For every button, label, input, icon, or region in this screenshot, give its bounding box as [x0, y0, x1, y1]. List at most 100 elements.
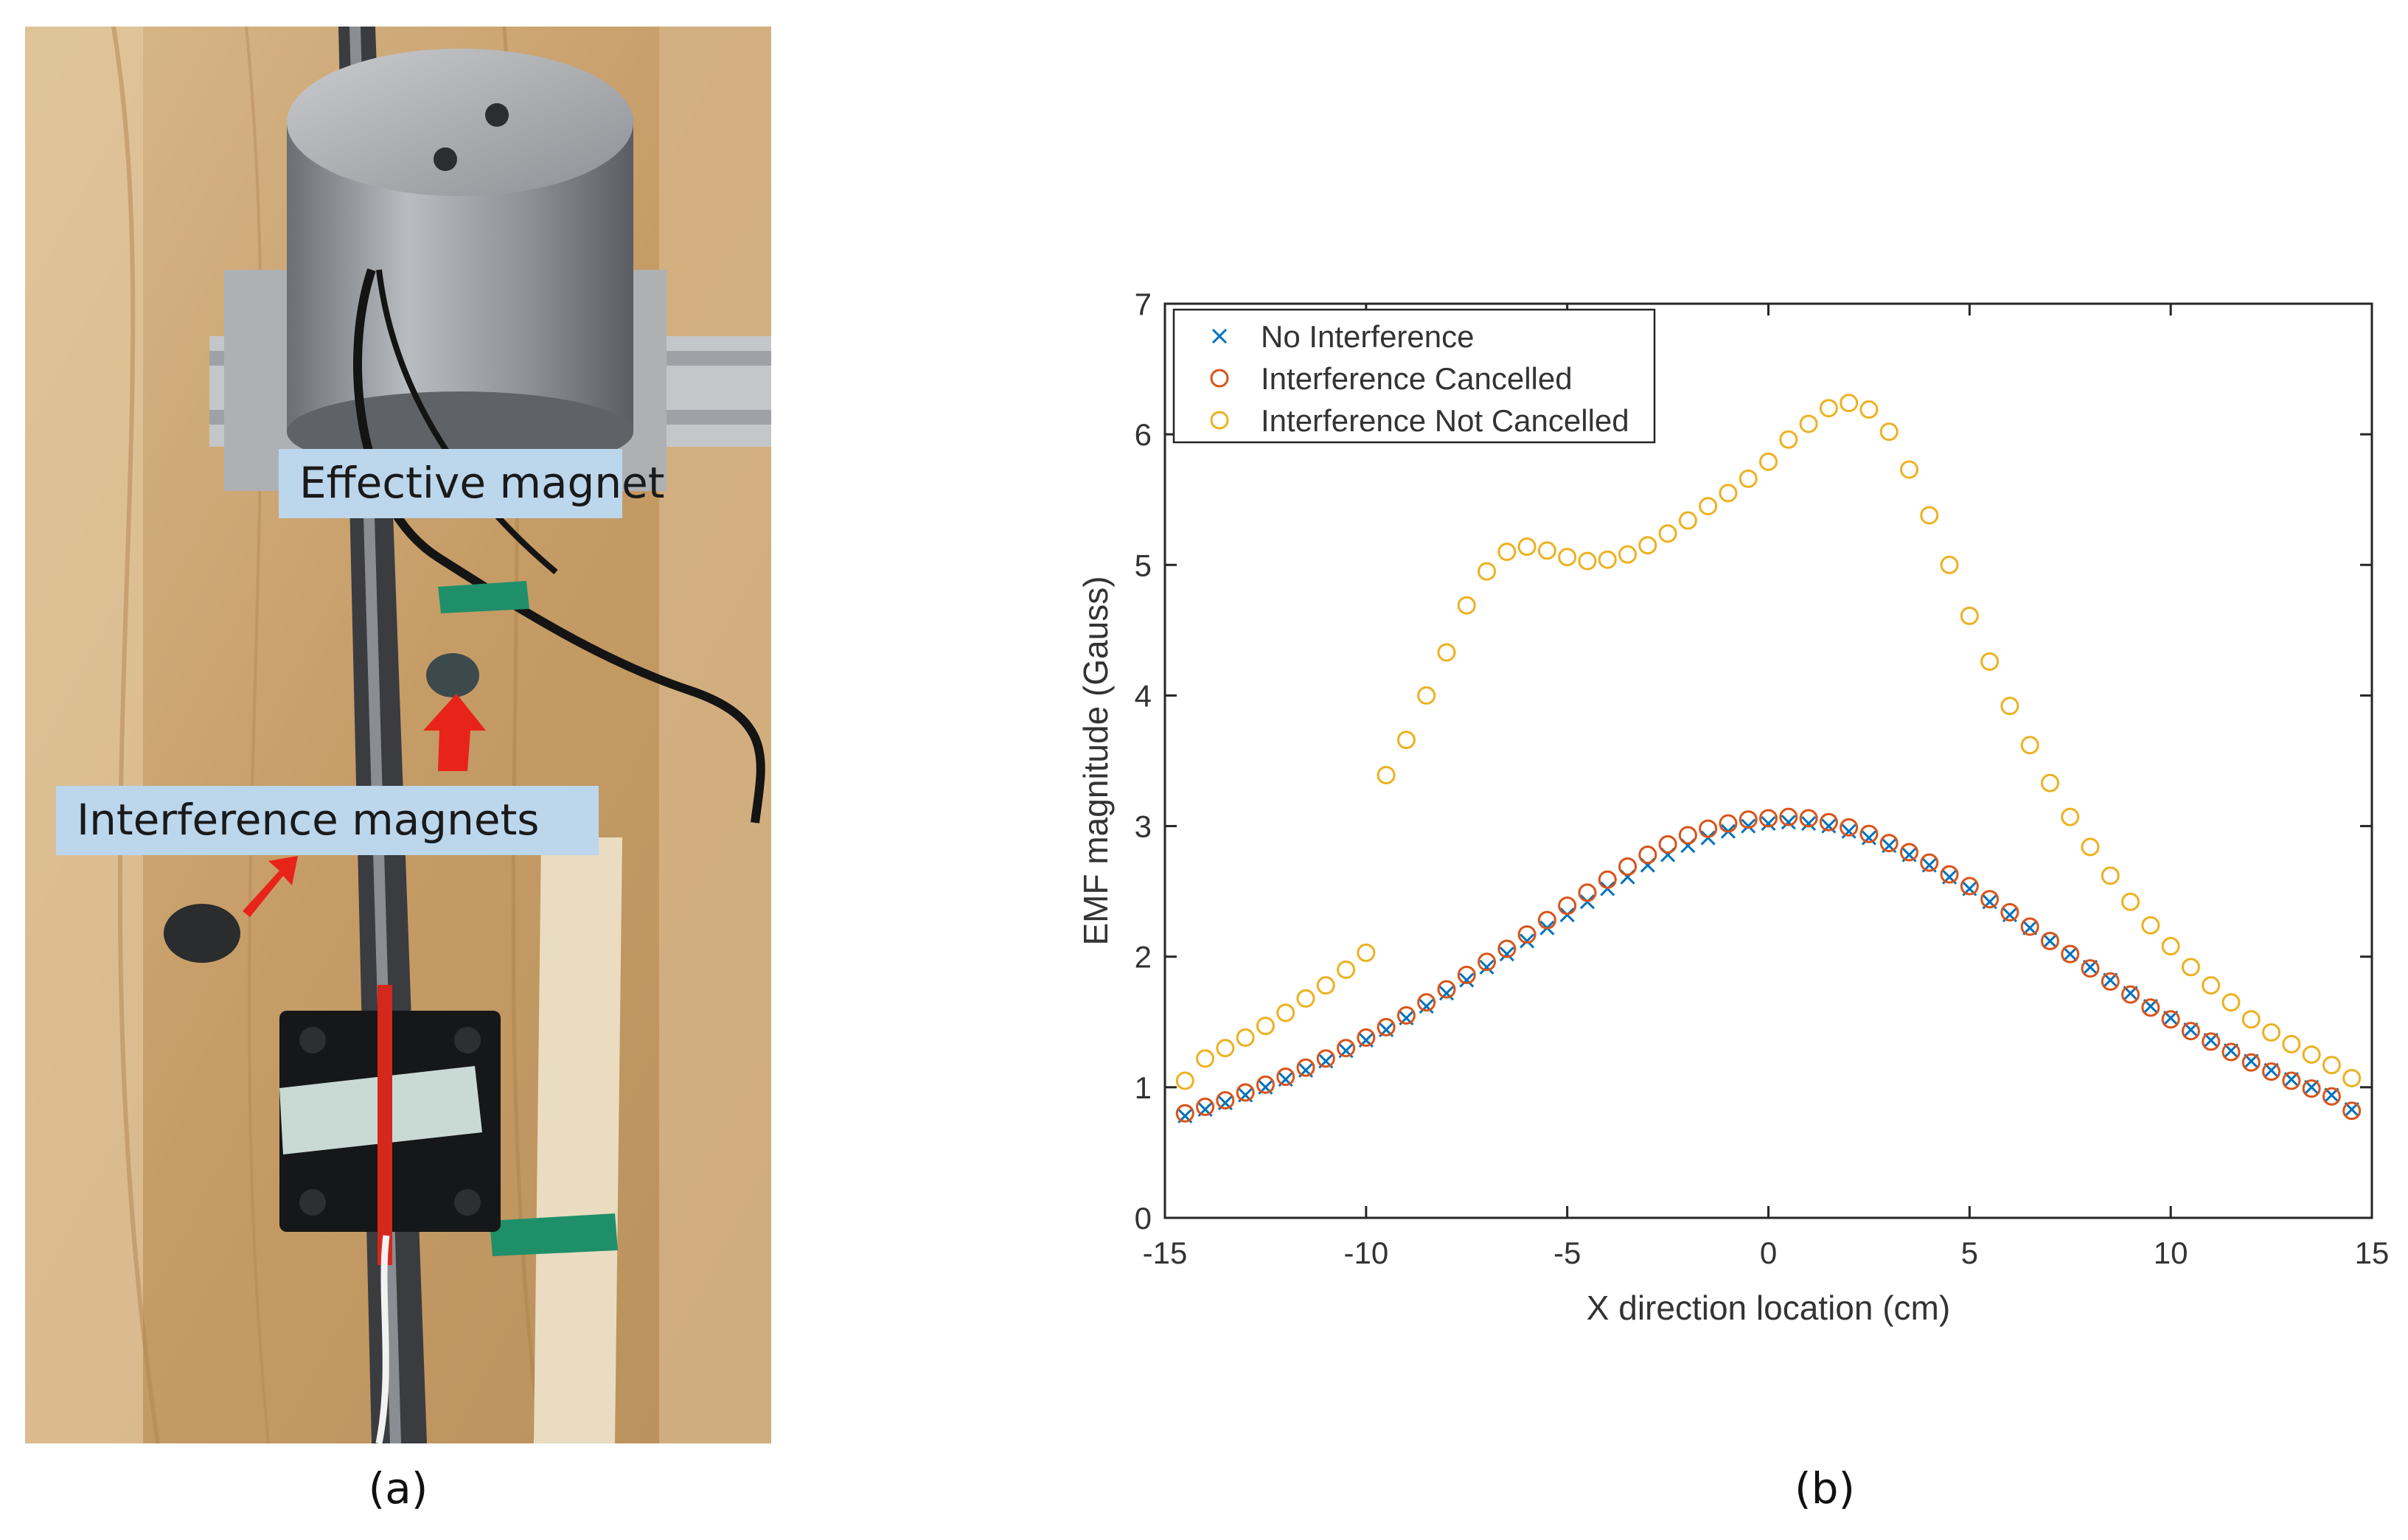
data-point	[1457, 966, 1476, 985]
data-point	[1417, 993, 1436, 1012]
data-point	[2081, 837, 2100, 857]
data-point	[2282, 1071, 2301, 1090]
legend: No Interference Interference Cancelled Int…	[1172, 308, 1656, 444]
effective-magnet-label: Effective magnet	[279, 449, 665, 518]
legend-box	[1172, 308, 1656, 444]
caption-b: (b)	[1794, 1463, 1856, 1513]
data-point	[1879, 422, 1899, 442]
caption-a: (a)	[368, 1463, 428, 1513]
data-point	[1920, 853, 1939, 872]
data-point	[1196, 1049, 1215, 1068]
data-point	[2061, 944, 2080, 964]
data-point	[1980, 890, 2000, 909]
data-point	[1578, 883, 1597, 902]
data-point	[1678, 826, 1697, 845]
data-point	[1537, 541, 1556, 560]
data-point	[1799, 809, 1818, 828]
data-point	[1578, 551, 1597, 571]
experiment-photo: Effective magnet Interference magnets	[25, 27, 771, 1443]
data-point	[2262, 1022, 2281, 1042]
data-point	[1457, 596, 1476, 615]
data-point	[1759, 809, 1778, 828]
data-point	[2101, 866, 2120, 885]
data-point	[1598, 870, 1617, 889]
data-point	[1276, 1067, 1295, 1087]
data-point	[1216, 1039, 1235, 1058]
data-point	[2181, 958, 2200, 977]
data-point	[1840, 394, 1859, 413]
data-point	[1638, 536, 1657, 555]
data-point	[2161, 937, 2180, 956]
data-point	[2121, 892, 2140, 911]
data-point	[2121, 985, 2140, 1004]
data-point	[2040, 931, 2059, 950]
x-tick-label: -5	[1553, 1236, 1581, 1270]
data-point	[2342, 1101, 2362, 1121]
data-point	[1861, 830, 1876, 846]
data-point	[1960, 877, 1979, 896]
data-point	[1598, 550, 1617, 569]
interference-magnet-icon	[164, 653, 479, 963]
data-point	[2221, 1042, 2241, 1062]
data-point	[1658, 524, 1677, 543]
legend-marker	[1211, 328, 1228, 344]
data-point	[1920, 506, 1939, 525]
sensor-cart-icon	[279, 985, 501, 1443]
data-point	[2322, 1087, 2341, 1106]
x-axis: -15 -10 -5 0 5 10 15	[1143, 304, 2389, 1270]
series-1	[1175, 807, 2362, 1123]
data-point	[2302, 1079, 2321, 1098]
data-point	[1537, 910, 1556, 930]
data-point	[1761, 815, 1776, 832]
data-point	[1558, 896, 1577, 916]
data-point	[1658, 835, 1677, 854]
data-point	[1699, 497, 1718, 516]
data-point	[1396, 1006, 1416, 1025]
y-tick-label: 5	[1135, 548, 1152, 582]
data-point	[2081, 959, 2100, 978]
data-point	[1940, 555, 1959, 574]
data-point	[1618, 545, 1638, 564]
data-point	[1739, 469, 1758, 488]
legend-entry: Interference Cancelled	[1261, 361, 1573, 396]
data-point	[1175, 1071, 1194, 1090]
data-point	[2241, 1053, 2261, 1072]
data-point	[1840, 818, 1859, 837]
data-point	[1841, 823, 1857, 839]
data-point	[1741, 818, 1756, 834]
data-point	[1819, 399, 1838, 418]
plot-area	[1163, 302, 2373, 1219]
data-point	[1517, 925, 1537, 944]
x-tick-label: -15	[1143, 1236, 1188, 1270]
data-point	[1377, 1017, 1396, 1036]
y-tick-label: 6	[1135, 417, 1152, 452]
data-point	[1296, 1058, 1315, 1077]
y-tick-label: 2	[1135, 940, 1152, 975]
data-point	[1236, 1028, 1255, 1048]
data-point	[1940, 865, 1959, 884]
y-axis: 0 1 2 3 4 5 6 7	[1135, 287, 2372, 1236]
data-point	[1437, 980, 1456, 999]
data-point	[2282, 1034, 2301, 1053]
cylinder-magnet-icon	[287, 49, 633, 473]
x-tick-label: 15	[2355, 1236, 2389, 1270]
data-point	[1899, 460, 1918, 479]
x-tick-label: -10	[1343, 1236, 1388, 1270]
data-point	[1779, 430, 1798, 449]
data-point	[1638, 846, 1657, 865]
data-point	[1357, 943, 1376, 962]
photo-illustration	[25, 27, 771, 1443]
data-point	[2040, 773, 2059, 792]
data-point	[1296, 989, 1315, 1008]
data-point	[1980, 652, 2000, 671]
data-point	[1779, 807, 1798, 826]
data-point	[2322, 1056, 2341, 1075]
series-layer	[1175, 394, 2362, 1123]
data-point	[2000, 902, 2019, 921]
data-point	[1175, 1104, 1194, 1123]
data-point	[1799, 414, 1818, 433]
series-2	[1175, 394, 2362, 1090]
data-point	[2302, 1045, 2321, 1065]
data-point	[1719, 814, 1738, 833]
data-point	[2101, 972, 2120, 991]
